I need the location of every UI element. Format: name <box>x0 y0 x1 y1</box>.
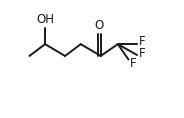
Text: F: F <box>139 47 145 60</box>
Text: F: F <box>139 35 145 48</box>
Text: O: O <box>95 19 104 32</box>
Text: F: F <box>130 57 136 70</box>
Text: OH: OH <box>36 13 54 26</box>
